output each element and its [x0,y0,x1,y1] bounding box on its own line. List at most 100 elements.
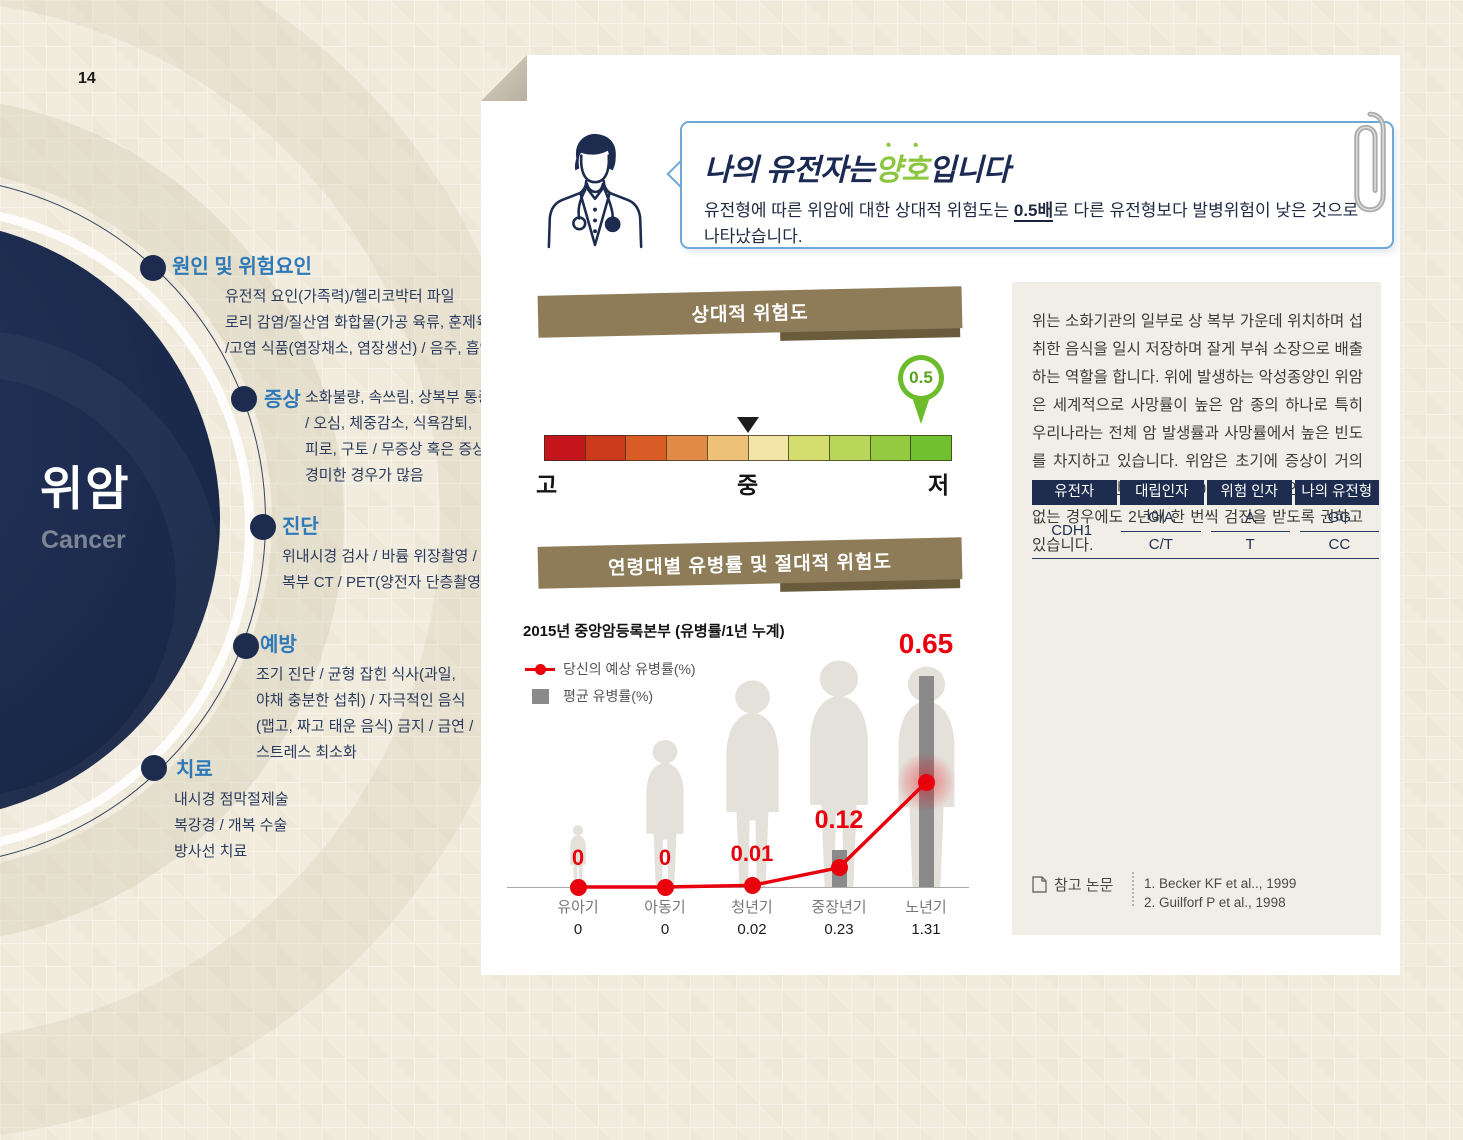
genotype-table: 유전자 대립인자 위험 인자 나의 유전형 CDH1 G/A A GG C/T … [1032,480,1379,559]
avg-value-label: 0 [660,921,670,938]
reference-item: 1. Becker KF et al.., 1999 [1144,876,1297,891]
headline-highlight: 양호 [874,154,929,187]
col-my-genotype: 나의 유전형 [1294,480,1379,505]
section-text-causes: 유전적 요인(가족력)/헬리코박터 파일 로리 감염/질산염 화합물(가공 육류,… [225,288,495,357]
section-node-causes [140,255,166,281]
table-cell: G/A [1147,509,1174,526]
table-cell: CC [1299,531,1379,558]
genotype-table-body: CDH1 G/A A GG C/T T CC [1032,505,1379,559]
info-panel: 위는 소화기관의 일부로 상 복부 가운데 위치하며 섭취한 음식을 일시 저장… [1012,282,1381,935]
risk-scale-segment [706,435,749,461]
doctor-icon [541,123,649,255]
age-category-label: 아동기 [644,899,686,916]
risk-scale-segment [747,435,790,461]
page-fold-corner [481,55,527,101]
section-text-prevention: 조기 진단 / 균형 잡힌 식사(과일, 야채 충분한 섭취) / 자극적인 음식… [256,666,474,761]
section-label-treatment: 치료 [176,759,213,781]
risk-scale-segment [666,435,708,461]
person-silhouette [634,739,696,892]
user-prevalence-point [569,878,587,896]
risk-gradient-scale [544,435,953,461]
person-silhouette [709,679,796,892]
table-cell: GG [1327,509,1352,526]
legend-line-label: 당신의 예상 유병률(%) [563,661,696,677]
references-divider [1132,872,1134,906]
section-label-causes: 원인 및 위험요인 [172,256,312,278]
description-emphasis: 0.5배 [1013,201,1054,222]
age-category-label: 유아기 [557,899,599,916]
user-prevalence-point [743,876,761,894]
user-prevalence-point [830,859,848,877]
section-node-diagnosis [250,514,276,540]
table-cell: A [1245,509,1256,526]
risk-scale-segment [910,435,953,461]
chart-title: 2015년 중앙암등록본부 (유병률/1년 누계) [523,623,785,640]
table-cell: C/T [1121,531,1201,558]
disease-title: 위암 [40,462,131,515]
gene-name: CDH1 [1051,522,1093,539]
risk-scale-segment [788,435,830,461]
scale-label-low: 저 [928,472,950,498]
table-cell: T [1210,531,1290,558]
age-chart-banner: 연령대별 유병률 및 절대적 위험도 [537,537,963,595]
headline-prefix: 나의 유전자는 [704,154,875,187]
avg-value-label: 0 [573,921,583,938]
section-node-prevention [233,633,259,659]
references-label-row: 참고 논문 [1032,874,1113,895]
references-label: 참고 논문 [1054,877,1114,894]
section-text-diagnosis: 위내시경 검사 / 바륨 위장촬영 / 복부 CT / PET(양전자 단층촬영) [282,548,486,591]
person-silhouette [565,825,591,892]
user-value-label: 0 [571,845,585,870]
legend-bar-item: 평균 유병률(%) [525,686,653,706]
legend-line-item: 당신의 예상 유병률(%) [525,659,696,679]
age-category-label: 청년기 [731,899,773,916]
line-series-icon [525,663,555,675]
section-label-symptoms: 증상 [264,389,301,411]
legend-bar-label: 평균 유병률(%) [563,688,654,704]
prevalence-chart: 0 유아기 0 0 아동기 0 0.01 청년기 0.02 0.12 중장년기 0.23 0.65 노년기… [505,628,975,940]
speech-bubble: 나의 유전자는양호입니다 유전형에 따른 위암에 대한 상대적 위험도는 0.5… [680,121,1394,249]
age-category-label: 노년기 [905,899,947,916]
risk-value: 0.5 [903,360,939,396]
user-value-label: 0.12 [814,806,864,834]
user-value-label: 0.65 [898,628,954,659]
section-text-symptoms: 소화불량, 속쓰림, 상복부 통증 / 오심, 체중감소, 식욕감퇴, 피로, 구토… [305,389,500,484]
headline-suffix: 입니다 [928,154,1011,187]
report-sheet: 나의 유전자는양호입니다 유전형에 따른 위암에 대한 상대적 위험도는 0.5… [481,55,1400,975]
section-label-prevention: 예방 [260,634,297,656]
avg-value-label: 0.23 [824,921,854,938]
result-headline: 나의 유전자는양호입니다 [704,137,1370,189]
section-label-diagnosis: 진단 [282,516,319,538]
risk-scale-segment [625,435,668,461]
genotype-table-header: 유전자 대립인자 위험 인자 나의 유전형 [1032,480,1379,505]
page-number: 14 [78,70,96,87]
user-prevalence-point [917,773,935,791]
paperclip-icon [1348,107,1392,219]
disease-subtitle: Cancer [41,526,126,554]
description-before: 유전형에 따른 위암에 대한 상대적 위험도는 [704,201,1014,220]
user-value-label: 0 [658,845,672,870]
bar-series-icon [532,688,549,704]
user-value-label: 0.01 [730,841,774,866]
col-gene: 유전자 [1032,480,1117,505]
result-description: 유전형에 따른 위암에 대한 상대적 위험도는 0.5배로 다른 유전형보다 발… [704,198,1370,250]
avg-value-label: 0.02 [737,921,767,938]
mid-risk-marker-icon [737,417,759,433]
section-text-treatment: 내시경 점막절제술 복강경 / 개복 수술 방사선 치료 [174,791,289,860]
description-after: 로 다른 유전형보다 발병위험이 낮은 것으로 나타났습니다. [704,201,1359,246]
relative-risk-banner: 상대적 위험도 [537,286,963,344]
avg-value-label: 1.31 [911,921,941,938]
risk-scale-segment [544,435,586,461]
col-risk-allele: 위험 인자 [1207,480,1292,505]
user-prevalence-point [656,878,674,896]
scale-label-mid: 중 [737,472,759,498]
x-axis-line [507,887,969,888]
person-silhouette [791,659,887,892]
section-node-symptoms [231,386,257,412]
risk-scale-segment [584,435,627,461]
document-icon [1032,876,1047,893]
col-allele: 대립인자 [1119,480,1204,505]
reference-item: 2. Guilforf P et al., 1998 [1144,895,1286,910]
references-list: 1. Becker KF et al.., 1999 2. Guilforf P… [1144,874,1296,912]
